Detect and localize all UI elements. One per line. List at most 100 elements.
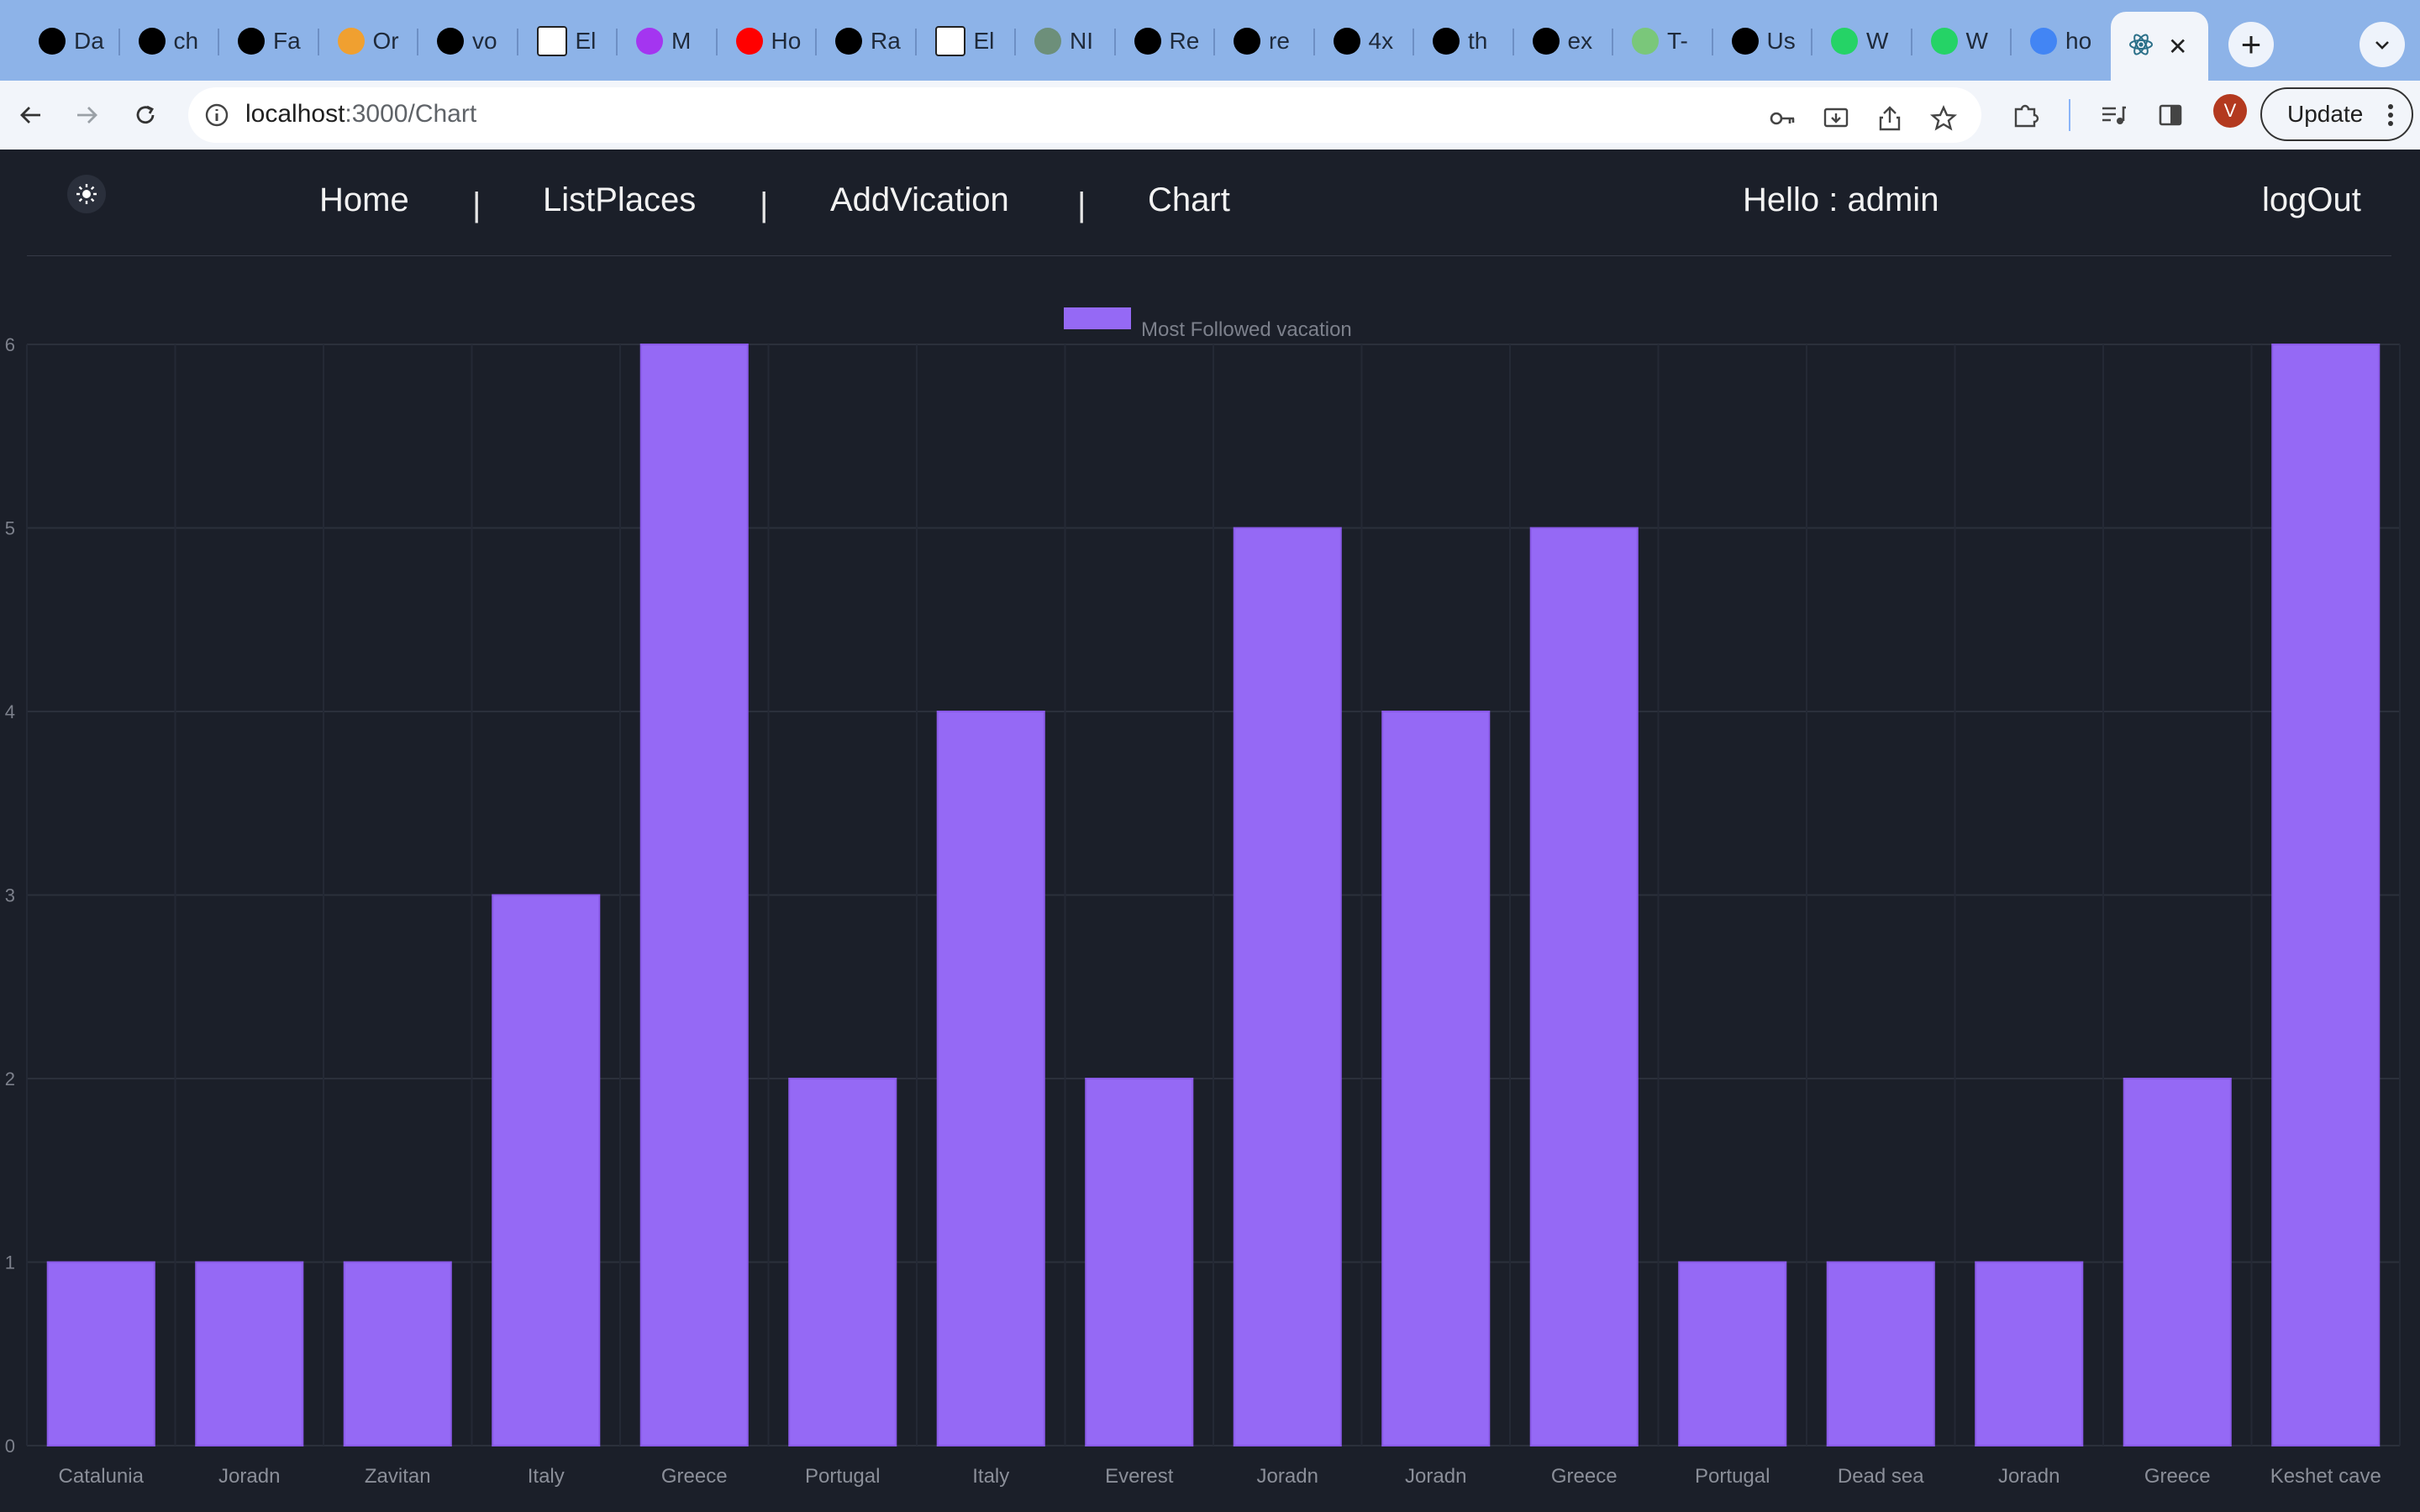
chart-bar[interactable] (1826, 1261, 1935, 1446)
address-bar[interactable]: localhost:3000/Chart (188, 87, 1981, 143)
nav-home-link[interactable]: Home (319, 181, 409, 218)
youtube-icon (735, 28, 763, 55)
browser-tab[interactable]: re (1218, 20, 1318, 62)
extensions-button[interactable] (2003, 92, 2049, 138)
browser-tab[interactable]: ch (124, 20, 223, 62)
forward-button[interactable] (64, 92, 109, 138)
chart-bar[interactable] (492, 894, 601, 1446)
chart-bar[interactable] (936, 711, 1045, 1446)
bookmark-button[interactable] (1921, 96, 1966, 141)
close-tab-icon[interactable]: ✕ (2168, 33, 2188, 60)
chart-bar[interactable] (195, 1261, 304, 1446)
key-icon (1770, 112, 1795, 125)
udemy-icon (636, 28, 663, 55)
share-button[interactable] (1867, 96, 1912, 141)
chart-bar[interactable] (46, 1261, 155, 1446)
browser-tab[interactable]: th (1418, 20, 1517, 62)
new-tab-button[interactable]: + (2228, 22, 2274, 67)
logout-link[interactable]: logOut (2262, 181, 2361, 218)
browser-tab[interactable]: M (621, 20, 720, 62)
browser-tab-label: T- (1667, 28, 1688, 54)
browser-tab[interactable]: Re (1119, 20, 1218, 62)
url-host: localhost (245, 100, 345, 128)
browser-tab[interactable]: Or (323, 20, 422, 62)
x-tick-label: Keshet cave (2270, 1465, 2381, 1488)
chart-bar[interactable] (1233, 527, 1342, 1446)
legend-label[interactable]: Most Followed vacation (1141, 318, 1352, 341)
sun-icon (76, 184, 97, 204)
github-icon (1234, 28, 1260, 55)
password-key-button[interactable] (1760, 96, 1805, 141)
browser-tab[interactable]: W (1816, 20, 1915, 62)
browser-tab[interactable]: ex (1518, 20, 1617, 62)
browser-tab[interactable]: Fa (223, 20, 322, 62)
tab-separator (1113, 29, 1116, 55)
browser-tab[interactable]: T- (1617, 20, 1716, 62)
media-controls-button[interactable] (2091, 92, 2136, 138)
github-icon (1134, 28, 1161, 55)
nav-addvication-link[interactable]: AddVication (830, 181, 1009, 218)
github-icon (1532, 28, 1560, 55)
browser-tab-label: Us (1766, 28, 1796, 54)
browser-tab-label: th (1468, 28, 1488, 54)
browser-tab[interactable]: Ra (820, 20, 919, 62)
browser-tab[interactable]: El (920, 20, 1019, 62)
tab-separator (1213, 29, 1215, 55)
legend-swatch[interactable] (1064, 307, 1131, 329)
top-nav: Home | ListPlaces | AddVication | Chart … (0, 150, 2420, 255)
x-tick-label: Greece (2144, 1465, 2211, 1488)
chart-bar[interactable] (1529, 527, 1639, 1446)
browser-tab-label: vo (472, 28, 497, 54)
tab-separator (715, 29, 718, 55)
chart-bar[interactable] (2271, 344, 2381, 1446)
browser-tab[interactable]: Us (1717, 20, 1816, 62)
url-text[interactable]: localhost:3000/Chart (245, 100, 476, 129)
browser-tab[interactable]: 4x (1318, 20, 1418, 62)
side-panel-icon (2159, 104, 2182, 126)
chart-bar[interactable] (1678, 1261, 1787, 1446)
tab-separator (218, 29, 219, 55)
chart-bar[interactable] (1975, 1261, 2084, 1446)
browser-tab[interactable]: NI (1019, 20, 1118, 62)
nav-separator: | (472, 186, 481, 223)
tab-separator (1413, 29, 1414, 55)
avatar[interactable]: V (2213, 94, 2247, 128)
back-button[interactable] (8, 92, 54, 138)
queue-music-icon (2102, 106, 2126, 124)
browser-tab[interactable]: Da (24, 20, 123, 62)
reload-button[interactable] (123, 92, 168, 138)
chart-bar[interactable] (2123, 1078, 2232, 1446)
browser-tab[interactable]: vo (422, 20, 521, 62)
star-icon (1929, 105, 1958, 131)
browser-tab[interactable]: Ho (721, 20, 820, 62)
ship-icon (1333, 28, 1360, 55)
bar-chart: 0 1 2 3 4 5 6 Catalunia Joradn Zavitan Italy Greece… (5, 307, 2401, 1488)
browser-toolbar: localhost:3000/Chart Update (0, 81, 2420, 150)
x-tick-label: Joradn (1405, 1465, 1466, 1488)
nav-listplaces-link[interactable]: ListPlaces (543, 181, 697, 218)
active-tab[interactable]: ✕ (2111, 12, 2208, 81)
nav-chart-link[interactable]: Chart (1148, 181, 1230, 218)
nav-separator: | (760, 186, 769, 223)
y-tick-label: 4 (5, 701, 15, 722)
browser-tab-label: ex (1567, 28, 1593, 54)
update-button[interactable]: Update (2260, 87, 2413, 141)
browser-tab-label: ch (173, 28, 199, 54)
tab-search-button[interactable] (2360, 22, 2405, 67)
browser-tab[interactable]: ho (2015, 20, 2114, 62)
chart-bar[interactable] (788, 1078, 897, 1446)
github-icon (1433, 28, 1460, 55)
side-panel-button[interactable] (2148, 92, 2193, 138)
chart-bar[interactable] (1085, 1078, 1194, 1446)
x-tick-label: Italy (528, 1465, 565, 1488)
x-tick-label: Joradn (1998, 1465, 2060, 1488)
theme-toggle-button[interactable] (67, 175, 106, 213)
chart-bar[interactable] (1381, 711, 1491, 1446)
browser-tab[interactable]: W (1916, 20, 2015, 62)
chart-bar[interactable] (639, 344, 749, 1446)
browser-tab[interactable]: El (522, 20, 621, 62)
browser-tab-label: M (671, 28, 692, 54)
chart-bar[interactable] (343, 1261, 452, 1446)
browser-tab-label: W (1965, 28, 1988, 54)
install-app-button[interactable] (1813, 96, 1859, 141)
